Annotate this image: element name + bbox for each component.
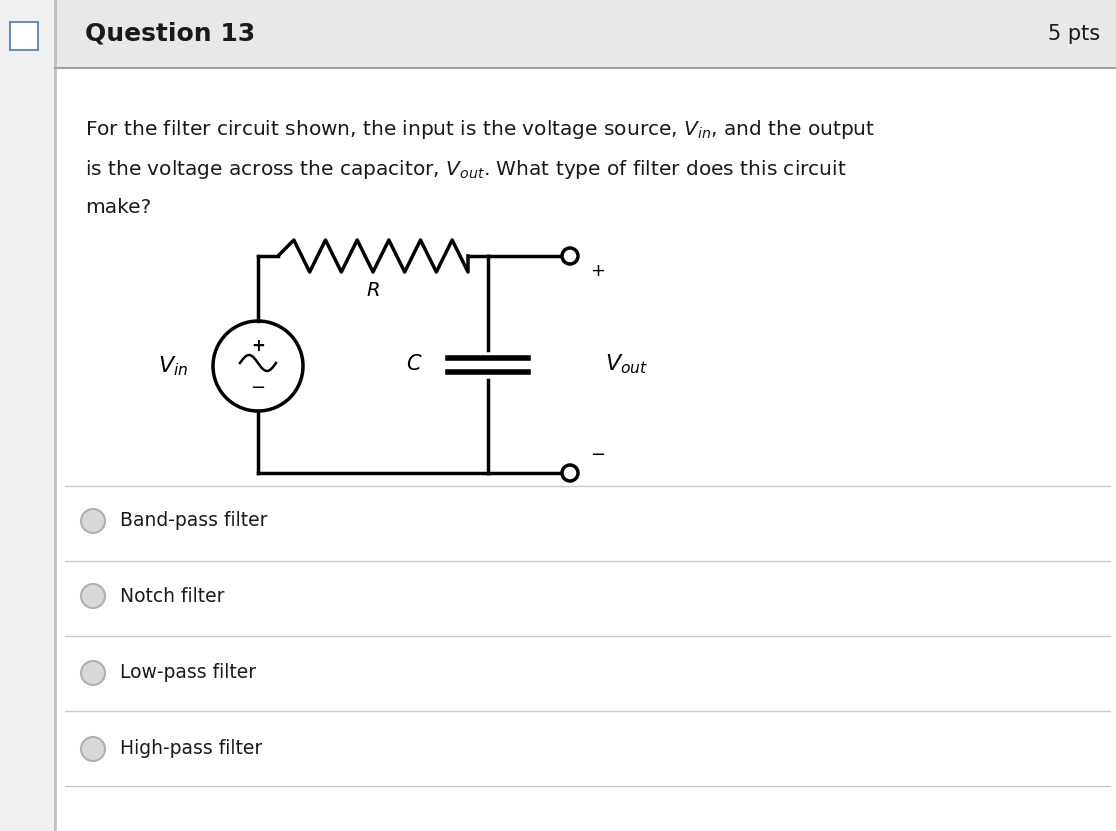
Circle shape xyxy=(562,465,578,481)
Text: −: − xyxy=(590,446,605,464)
Text: 5 pts: 5 pts xyxy=(1048,24,1100,44)
Circle shape xyxy=(81,509,105,533)
FancyBboxPatch shape xyxy=(10,22,38,50)
Circle shape xyxy=(81,661,105,685)
Text: −: − xyxy=(250,379,266,397)
Text: Notch filter: Notch filter xyxy=(121,587,224,606)
Text: High-pass filter: High-pass filter xyxy=(121,740,262,759)
Text: Question 13: Question 13 xyxy=(85,22,256,46)
Text: make?: make? xyxy=(85,198,152,217)
Text: R: R xyxy=(366,282,379,301)
Text: For the filter circuit shown, the input is the voltage source, $V_{in}$, and the: For the filter circuit shown, the input … xyxy=(85,118,875,141)
Text: $V_{out}$: $V_{out}$ xyxy=(605,352,648,376)
Text: +: + xyxy=(251,337,264,355)
Text: Band-pass filter: Band-pass filter xyxy=(121,512,268,530)
Text: Low-pass filter: Low-pass filter xyxy=(121,663,257,682)
FancyBboxPatch shape xyxy=(55,0,1116,68)
Text: +: + xyxy=(590,262,605,280)
Text: is the voltage across the capacitor, $V_{out}$. What type of filter does this ci: is the voltage across the capacitor, $V_… xyxy=(85,158,847,181)
Circle shape xyxy=(81,584,105,608)
Circle shape xyxy=(81,737,105,761)
FancyBboxPatch shape xyxy=(0,0,55,831)
Text: $V_{in}$: $V_{in}$ xyxy=(158,354,189,378)
Circle shape xyxy=(562,248,578,264)
FancyBboxPatch shape xyxy=(55,0,1116,831)
Text: C: C xyxy=(406,355,421,375)
